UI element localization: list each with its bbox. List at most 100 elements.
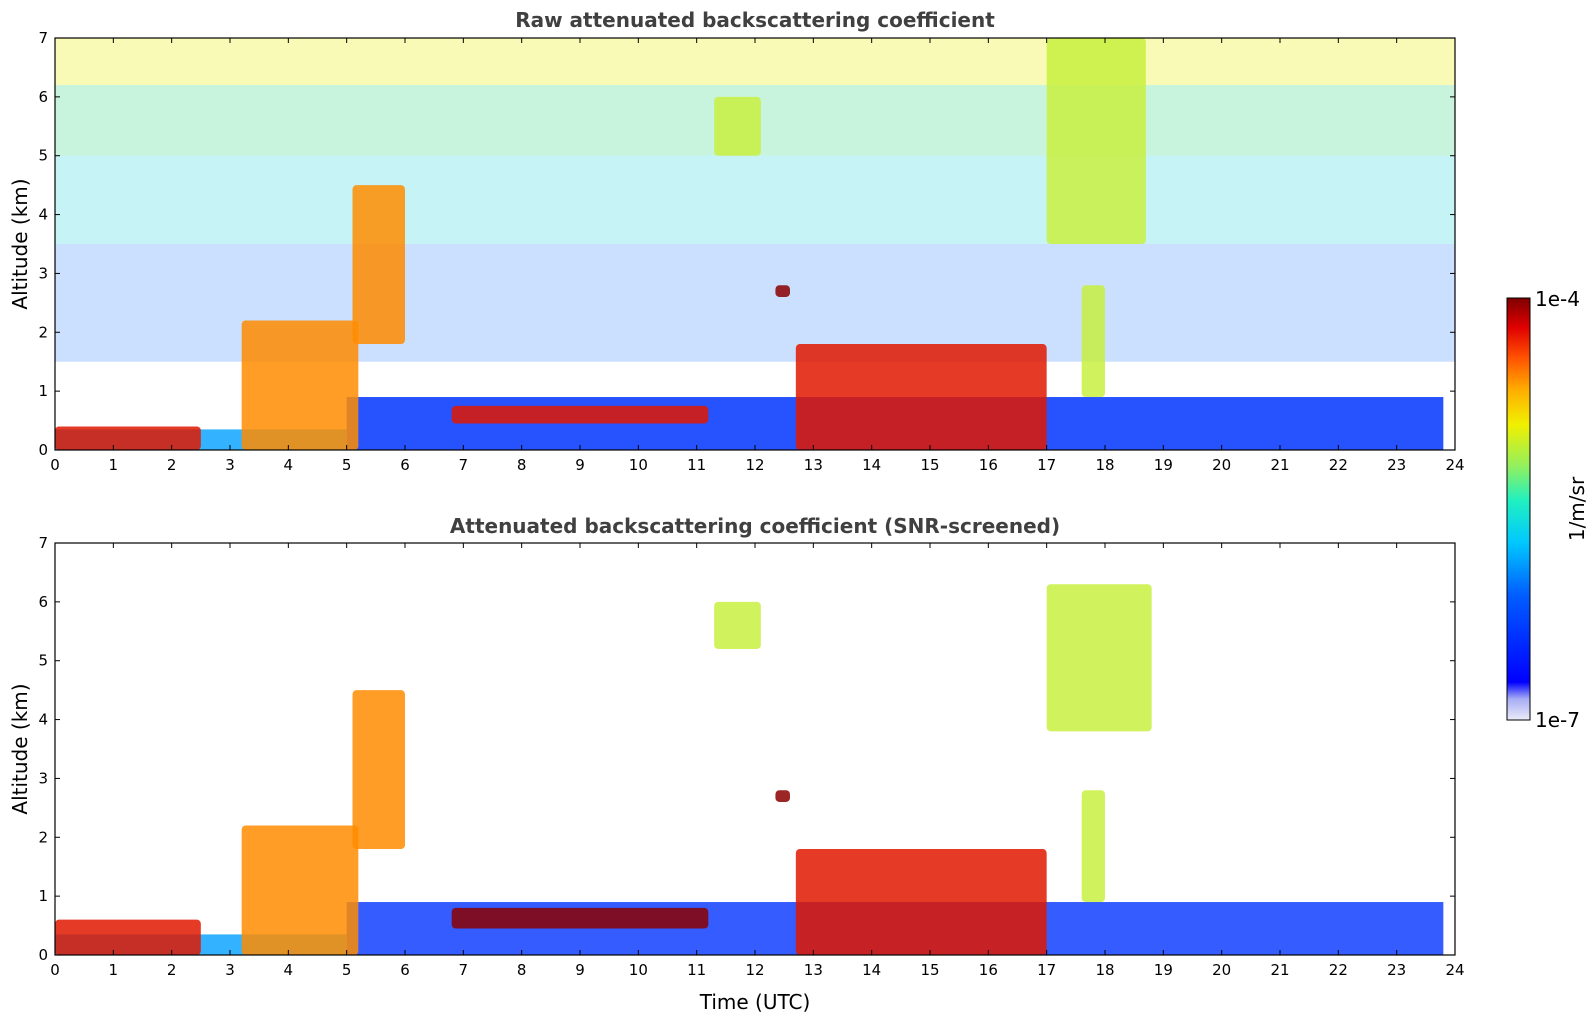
heatmap-feature (775, 790, 790, 802)
x-tick-label: 4 (284, 456, 294, 474)
x-tick-label: 13 (804, 961, 823, 979)
heatmap-feature (352, 185, 405, 345)
x-tick-label: 8 (517, 961, 527, 979)
heatmap-feature (241, 825, 359, 955)
x-tick-label: 21 (1270, 961, 1289, 979)
y-ticks: 0 1 2 3 4 5 6 7 (38, 29, 1455, 459)
y-tick-label: 6 (38, 593, 48, 611)
noise-band (55, 155, 1455, 244)
x-tick-label: 21 (1270, 456, 1289, 474)
x-tick-label: 1 (109, 456, 119, 474)
x-tick-label: 18 (1095, 961, 1114, 979)
heatmap-feature (714, 601, 761, 649)
heatmap-feature (714, 96, 761, 156)
x-axis-label: Time (UTC) (699, 990, 811, 1014)
y-tick-label: 1 (38, 887, 48, 905)
y-axis-label: Altitude (km) (8, 683, 32, 814)
x-tick-label: 19 (1154, 961, 1173, 979)
colorbar-unit-label: 1/m/sr (1565, 476, 1589, 541)
x-tick-label: 7 (459, 961, 469, 979)
colorbar-min-label: 1e-7 (1535, 708, 1580, 732)
x-ticks: 0 1 2 3 4 5 6 7 8 9 10 11 12 13 14 15 16 17 18 19 20 21 22 23 24 (50, 38, 1465, 474)
x-tick-label: 16 (979, 456, 998, 474)
y-tick-label: 3 (38, 769, 48, 787)
y-tick-label: 5 (38, 147, 48, 165)
x-tick-label: 17 (1037, 961, 1056, 979)
x-tick-label: 20 (1212, 456, 1231, 474)
x-tick-label: 18 (1095, 456, 1114, 474)
x-tick-label: 9 (575, 961, 585, 979)
x-tick-label: 3 (225, 456, 235, 474)
heatmap-feature (55, 426, 201, 450)
heatmap-feature (1081, 790, 1105, 903)
heatmap-feature (451, 907, 709, 929)
y-tick-label: 2 (38, 323, 48, 341)
x-tick-label: 22 (1329, 961, 1348, 979)
x-tick-label: 24 (1445, 961, 1464, 979)
x-tick-label: 2 (167, 456, 177, 474)
heatmap-feature (795, 344, 1047, 450)
y-tick-label: 0 (38, 946, 48, 964)
x-tick-label: 15 (920, 961, 939, 979)
x-tick-label: 6 (400, 456, 410, 474)
x-tick-label: 4 (284, 961, 294, 979)
y-ticks: 0 1 2 3 4 5 6 7 (38, 534, 1455, 964)
y-tick-label: 0 (38, 441, 48, 459)
x-tick-label: 2 (167, 961, 177, 979)
x-tick-label: 5 (342, 456, 352, 474)
x-tick-label: 16 (979, 961, 998, 979)
x-tick-label: 11 (687, 456, 706, 474)
x-tick-label: 9 (575, 456, 585, 474)
x-tick-label: 23 (1387, 456, 1406, 474)
y-tick-label: 7 (38, 534, 48, 552)
x-tick-label: 3 (225, 961, 235, 979)
y-tick-label: 6 (38, 88, 48, 106)
panel-title: Raw attenuated backscattering coefficien… (515, 8, 995, 32)
heatmap-feature (775, 285, 790, 297)
x-tick-label: 23 (1387, 961, 1406, 979)
heatmap-feature (352, 690, 405, 850)
heatmap-area (55, 584, 1444, 955)
y-tick-label: 5 (38, 652, 48, 670)
x-ticks: 0 1 2 3 4 5 6 7 8 9 10 11 12 13 14 15 16 17 18 19 20 21 22 23 24 (50, 543, 1465, 979)
x-tick-label: 11 (687, 961, 706, 979)
heatmap-feature (1046, 38, 1146, 244)
panel-title: Attenuated backscattering coefficient (S… (450, 514, 1060, 538)
snr-screened-panel: Attenuated backscattering coefficient (S… (8, 514, 1465, 1014)
y-tick-label: 4 (38, 711, 48, 729)
x-tick-label: 15 (920, 456, 939, 474)
y-tick-label: 4 (38, 206, 48, 224)
x-tick-label: 0 (50, 456, 60, 474)
x-tick-label: 14 (862, 961, 881, 979)
x-tick-label: 19 (1154, 456, 1173, 474)
y-axis-label: Altitude (km) (8, 178, 32, 309)
colorbar-max-label: 1e-4 (1535, 287, 1580, 311)
heatmap-feature (795, 849, 1047, 955)
x-tick-label: 24 (1445, 456, 1464, 474)
x-tick-label: 12 (745, 456, 764, 474)
x-tick-label: 10 (629, 961, 648, 979)
x-tick-label: 10 (629, 456, 648, 474)
x-tick-label: 1 (109, 961, 119, 979)
colorbar-gradient (1506, 297, 1531, 721)
x-tick-label: 6 (400, 961, 410, 979)
y-tick-label: 3 (38, 264, 48, 282)
x-tick-label: 20 (1212, 961, 1231, 979)
noise-band (55, 38, 1455, 86)
heatmap-feature (1081, 285, 1105, 398)
x-tick-label: 12 (745, 961, 764, 979)
heatmap-feature (451, 405, 709, 424)
colorbar: 1e-4 1e-7 1/m/sr (1506, 287, 1589, 732)
x-tick-label: 8 (517, 456, 527, 474)
x-tick-label: 22 (1329, 456, 1348, 474)
heatmap-area (55, 38, 1455, 450)
heatmap-feature (55, 919, 201, 955)
heatmap-feature (1046, 584, 1152, 732)
y-tick-label: 2 (38, 828, 48, 846)
y-tick-label: 7 (38, 29, 48, 47)
heatmap-features (55, 584, 1152, 955)
x-tick-label: 17 (1037, 456, 1056, 474)
heatmap-feature (241, 320, 359, 450)
x-tick-label: 0 (50, 961, 60, 979)
